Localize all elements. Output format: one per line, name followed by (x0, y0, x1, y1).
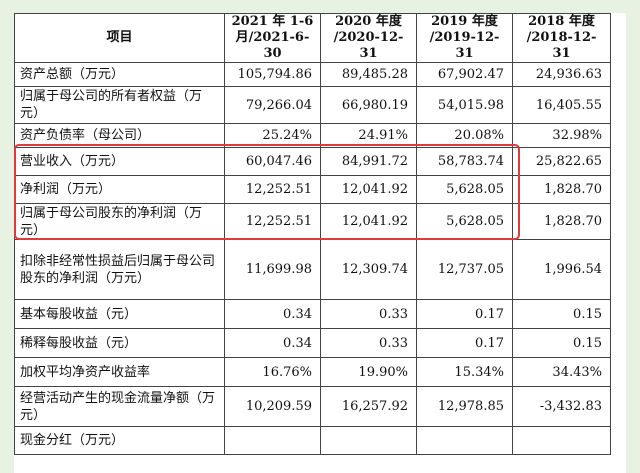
financial-summary-table: 项目 2021 年 1-6 月/2021-6-30 2020 年度 /2020-… (14, 13, 611, 455)
cell-value (224, 426, 321, 455)
cell-value: 1,996.54 (512, 239, 611, 300)
cell-value: 67,902.47 (416, 62, 513, 87)
cell-value: 20.08% (416, 123, 513, 148)
cell-value: 24.91% (320, 123, 417, 148)
cell-value: 66,980.19 (320, 86, 417, 124)
cell-value: 0.17 (416, 328, 513, 358)
table-row: 经营活动产生的现金流量净额（万元） 10,209.59 16,257.92 12… (14, 386, 611, 427)
cell-value: 15.34% (416, 357, 513, 387)
cell-value: 12,041.92 (320, 203, 417, 240)
cell-value: 12,041.92 (320, 175, 417, 204)
cell-value: 0.33 (320, 299, 417, 329)
cell-value: 16,257.92 (320, 386, 417, 427)
row-label: 现金分红（万元） (14, 426, 225, 455)
cell-value: 25.24% (224, 123, 321, 148)
cell-value: 12,978.85 (416, 386, 513, 427)
table-header-row: 项目 2021 年 1-6 月/2021-6-30 2020 年度 /2020-… (14, 13, 611, 63)
cell-value: 58,783.74 (416, 147, 513, 176)
row-label: 资产总额（万元） (14, 62, 225, 87)
cell-value: 24,936.63 (512, 62, 611, 87)
row-label: 资产负债率（母公司） (14, 123, 225, 148)
cell-value: 5,628.05 (416, 175, 513, 204)
row-label: 净利润（万元） (14, 175, 225, 204)
cell-value: 0.15 (512, 328, 611, 358)
cell-value: 1,828.70 (512, 203, 611, 240)
table-row: 资产负债率（母公司） 25.24% 24.91% 20.08% 32.98% (14, 123, 611, 148)
row-label: 归属于母公司股东的净利润（万元） (14, 203, 225, 240)
cell-value: 5,628.05 (416, 203, 513, 240)
table-row: 营业收入（万元） 60,047.46 84,991.72 58,783.74 2… (14, 147, 611, 176)
header-2021h1: 2021 年 1-6 月/2021-6-30 (224, 13, 321, 63)
table-row: 归属于母公司的所有者权益（万元） 79,266.04 66,980.19 54,… (14, 86, 611, 124)
cell-value: 10,209.59 (224, 386, 321, 427)
row-label: 营业收入（万元） (14, 147, 225, 176)
table-row: 稀释每股收益（元） 0.34 0.33 0.17 0.15 (14, 328, 611, 358)
cell-value: 12,252.51 (224, 175, 321, 204)
cell-value: 0.15 (512, 299, 611, 329)
cell-value: 79,266.04 (224, 86, 321, 124)
row-label: 基本每股收益（元） (14, 299, 225, 329)
cell-value: 0.34 (224, 299, 321, 329)
cell-value: 60,047.46 (224, 147, 321, 176)
table-row: 现金分红（万元） (14, 426, 611, 455)
cell-value: 12,252.51 (224, 203, 321, 240)
cell-value: 12,309.74 (320, 239, 417, 300)
row-label: 归属于母公司的所有者权益（万元） (14, 86, 225, 124)
cell-value: 12,737.05 (416, 239, 513, 300)
header-2020: 2020 年度 /2020-12-31 (320, 13, 417, 63)
row-label: 经营活动产生的现金流量净额（万元） (14, 386, 225, 427)
cell-value: 54,015.98 (416, 86, 513, 124)
header-2018: 2018 年度 /2018-12-31 (512, 13, 611, 63)
cell-value: 16.76% (224, 357, 321, 387)
cell-value: 34.43% (512, 357, 611, 387)
cell-value: 1,828.70 (512, 175, 611, 204)
cell-value: 25,822.65 (512, 147, 611, 176)
cell-value: 0.33 (320, 328, 417, 358)
table-row: 基本每股收益（元） 0.34 0.33 0.17 0.15 (14, 299, 611, 329)
cell-value: 0.34 (224, 328, 321, 358)
row-label: 稀释每股收益（元） (14, 328, 225, 358)
cell-value: 89,485.28 (320, 62, 417, 87)
table-row: 加权平均净资产收益率 16.76% 19.90% 15.34% 34.43% (14, 357, 611, 387)
table-row: 资产总额（万元） 105,794.86 89,485.28 67,902.47 … (14, 62, 611, 87)
row-label: 加权平均净资产收益率 (14, 357, 225, 387)
table-row: 扣除非经常性损益后归属于母公司股东的净利润（万元） 11,699.98 12,3… (14, 239, 611, 300)
table-row: 归属于母公司股东的净利润（万元） 12,252.51 12,041.92 5,6… (14, 203, 611, 240)
cell-value: 19.90% (320, 357, 417, 387)
cell-value: 11,699.98 (224, 239, 321, 300)
cell-value (512, 426, 611, 455)
cell-value: 32.98% (512, 123, 611, 148)
cell-value: 84,991.72 (320, 147, 417, 176)
cell-value: -3,432.83 (512, 386, 611, 427)
cell-value: 105,794.86 (224, 62, 321, 87)
cell-value: 16,405.55 (512, 86, 611, 124)
row-label: 扣除非经常性损益后归属于母公司股东的净利润（万元） (14, 239, 225, 300)
table-row: 净利润（万元） 12,252.51 12,041.92 5,628.05 1,8… (14, 175, 611, 204)
financial-table-frame: 项目 2021 年 1-6 月/2021-6-30 2020 年度 /2020-… (14, 13, 626, 473)
cell-value (416, 426, 513, 455)
cell-value (320, 426, 417, 455)
header-item: 项目 (14, 13, 225, 63)
header-2019: 2019 年度 /2019-12-31 (416, 13, 513, 63)
cell-value: 0.17 (416, 299, 513, 329)
